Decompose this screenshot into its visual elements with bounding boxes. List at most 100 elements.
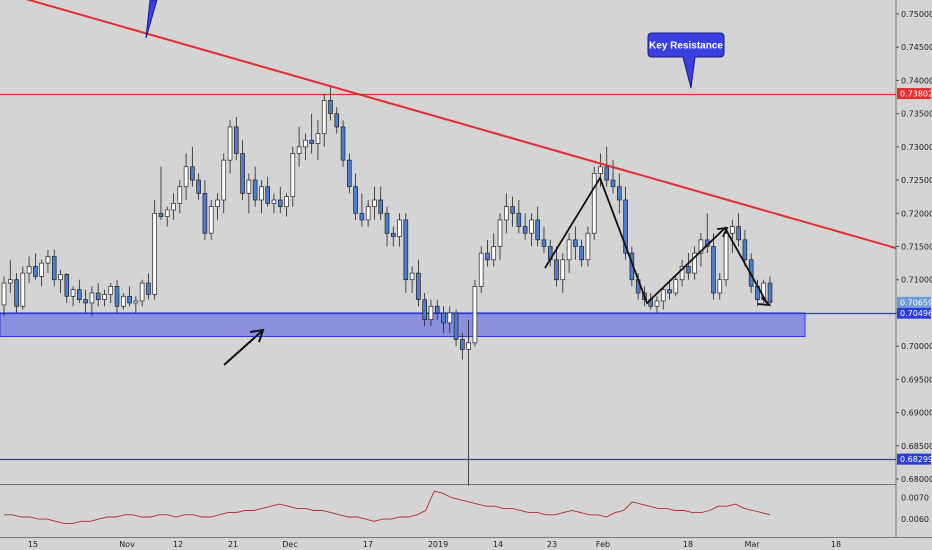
candle[interactable]: [359, 193, 365, 227]
candle[interactable]: [660, 286, 666, 310]
candle[interactable]: [679, 259, 685, 287]
candle[interactable]: [579, 239, 584, 267]
candle[interactable]: [541, 226, 547, 254]
candle[interactable]: [516, 200, 522, 234]
candle[interactable]: [434, 299, 440, 320]
candle[interactable]: [717, 273, 723, 300]
candle[interactable]: [654, 296, 660, 313]
candle[interactable]: [478, 246, 484, 294]
candle[interactable]: [83, 289, 88, 313]
candle[interactable]: [1, 276, 7, 317]
candle[interactable]: [271, 193, 277, 214]
candle[interactable]: [259, 180, 264, 214]
candle[interactable]: [353, 173, 358, 220]
candle[interactable]: [158, 166, 164, 220]
candle[interactable]: [265, 176, 271, 207]
candle[interactable]: [108, 283, 114, 303]
candle[interactable]: [70, 286, 76, 307]
candle[interactable]: [33, 253, 38, 280]
candle[interactable]: [535, 206, 540, 247]
candle[interactable]: [39, 259, 44, 287]
candle[interactable]: [114, 279, 120, 313]
candle[interactable]: [196, 173, 201, 200]
candle[interactable]: [177, 180, 183, 214]
candle[interactable]: [347, 153, 352, 194]
wave-pattern-drawing[interactable]: [544, 175, 768, 305]
arrow-line[interactable]: [223, 330, 263, 366]
candle[interactable]: [139, 279, 145, 307]
descending-trendline[interactable]: [0, 0, 897, 250]
candle[interactable]: [472, 279, 478, 347]
candle[interactable]: [667, 279, 672, 300]
candle[interactable]: [146, 273, 151, 300]
candle[interactable]: [510, 196, 515, 227]
candle[interactable]: [240, 140, 245, 200]
candle[interactable]: [554, 246, 559, 287]
candle[interactable]: [447, 306, 453, 333]
candle[interactable]: [711, 233, 716, 300]
candle[interactable]: [673, 276, 679, 297]
candle[interactable]: [334, 107, 340, 134]
candle[interactable]: [522, 213, 528, 240]
candle[interactable]: [95, 283, 101, 307]
candle[interactable]: [591, 166, 597, 240]
main-price-pane[interactable]: Key Resistance: [0, 0, 932, 538]
candle[interactable]: [497, 213, 503, 260]
candle[interactable]: [7, 259, 13, 293]
time-axis[interactable]: 15 Nov 12 21 Dec 17 2019 14 23 Feb 18 Mar 18: [28, 540, 841, 549]
candle[interactable]: [390, 226, 396, 247]
candle[interactable]: [692, 246, 697, 280]
candle[interactable]: [120, 293, 126, 310]
candle[interactable]: [698, 233, 704, 267]
candle[interactable]: [215, 193, 220, 220]
candle[interactable]: [64, 273, 70, 303]
price-tag[interactable]: 0.68299: [897, 453, 932, 465]
candle[interactable]: [723, 226, 729, 287]
candle[interactable]: [403, 213, 409, 293]
candle[interactable]: [328, 87, 333, 121]
candle[interactable]: [610, 160, 616, 194]
candle[interactable]: [736, 213, 741, 247]
candle[interactable]: [378, 186, 384, 220]
candle[interactable]: [441, 306, 446, 333]
candle[interactable]: [315, 120, 321, 161]
candle[interactable]: [503, 193, 509, 234]
candle[interactable]: [20, 266, 26, 310]
candle[interactable]: [133, 296, 139, 313]
candle[interactable]: [416, 259, 421, 307]
candle[interactable]: [340, 120, 346, 167]
candle[interactable]: [26, 256, 32, 284]
candle[interactable]: [321, 93, 327, 147]
candle[interactable]: [246, 173, 252, 214]
indicator-line[interactable]: [4, 490, 771, 524]
candle[interactable]: [767, 276, 773, 307]
candle[interactable]: [529, 213, 534, 247]
candle[interactable]: [227, 120, 233, 174]
candle[interactable]: [234, 116, 239, 161]
candle[interactable]: [127, 286, 132, 307]
price-tag[interactable]: 0.70496: [897, 307, 932, 319]
candle[interactable]: [309, 113, 314, 154]
candle[interactable]: [102, 289, 107, 307]
candle[interactable]: [742, 229, 748, 267]
candle[interactable]: [152, 200, 157, 300]
candle[interactable]: [604, 146, 610, 187]
candle[interactable]: [284, 193, 289, 217]
candle[interactable]: [58, 269, 63, 293]
price-tag[interactable]: 0.70659: [897, 296, 932, 308]
candle[interactable]: [164, 206, 170, 227]
candle[interactable]: [303, 133, 308, 161]
candle[interactable]: [730, 219, 735, 254]
candle[interactable]: [466, 319, 471, 486]
candle[interactable]: [296, 126, 302, 167]
candle[interactable]: [14, 273, 19, 313]
candle[interactable]: [560, 253, 566, 293]
candle[interactable]: [485, 239, 490, 267]
candle[interactable]: [491, 233, 497, 267]
key-resistance-callout[interactable]: Key Resistance: [647, 32, 725, 89]
candle[interactable]: [384, 206, 390, 247]
candle[interactable]: [290, 146, 296, 207]
candle[interactable]: [686, 253, 691, 280]
candle[interactable]: [45, 249, 51, 274]
